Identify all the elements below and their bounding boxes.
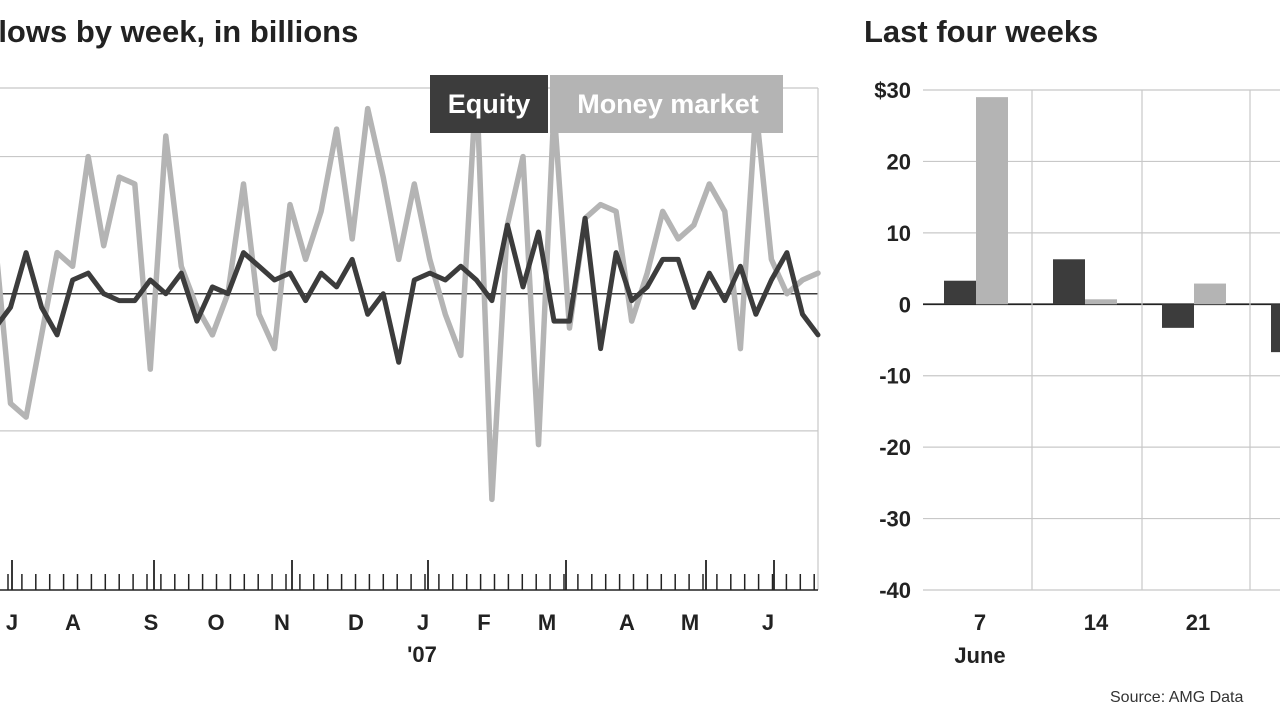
month-label: S [144,610,159,635]
source-note: Source: AMG Data [1110,689,1243,706]
money-market-line [0,78,821,503]
y-tick-label: $30 [874,78,911,103]
line-chart-title: flows by week, in billions [0,14,358,49]
month-label: J [417,610,429,635]
june-label: June [954,643,1005,668]
y-tick-label: -10 [879,364,911,389]
equity-bar-7 [944,280,976,305]
money-market-bar-14 [1085,299,1117,305]
y-tick-label: -20 [879,435,911,460]
month-label: A [619,610,635,635]
line-chart-series [0,78,821,503]
month-label: F [477,610,490,635]
month-label: O [207,610,224,635]
y-tick-label: 10 [887,221,911,246]
y-tick-label: -40 [879,578,911,603]
equity-line [0,215,821,365]
legend-money-market-swatch [550,75,783,133]
legend: Equity Money market [430,75,783,133]
money-market-bar-7 [976,97,1008,305]
legend-money-market-label: Money market [577,89,759,119]
money-market-bar-21 [1194,283,1226,305]
equity-bar-14 [1053,259,1085,305]
equity-bar-28 [1271,304,1280,353]
bar-chart-title: Last four weeks [864,14,1098,49]
bar-chart-x-labels: 7142128 [974,610,1210,635]
month-label: J [6,610,18,635]
y-tick-label: -30 [879,507,911,532]
month-label: D [348,610,364,635]
equity-bar-21 [1162,304,1194,328]
week-label: 7 [974,610,986,635]
bar-chart-bars [944,97,1280,353]
legend-equity-label: Equity [448,89,531,119]
line-chart-x-axis [0,560,818,591]
year-label: '07 [407,642,437,667]
week-label: 14 [1084,610,1109,635]
week-label: 21 [1186,610,1210,635]
line-chart-gridlines [0,87,819,590]
month-label: M [538,610,556,635]
legend-equity-swatch [430,75,548,133]
y-tick-label: 20 [887,149,911,174]
bar-chart-y-labels: $30 20 10 0 -10 -20 -30 -40 [874,78,911,603]
y-tick-label: 0 [899,292,911,317]
month-label: M [681,610,699,635]
month-label: J [762,610,774,635]
month-label: A [65,610,81,635]
month-label: N [274,610,290,635]
